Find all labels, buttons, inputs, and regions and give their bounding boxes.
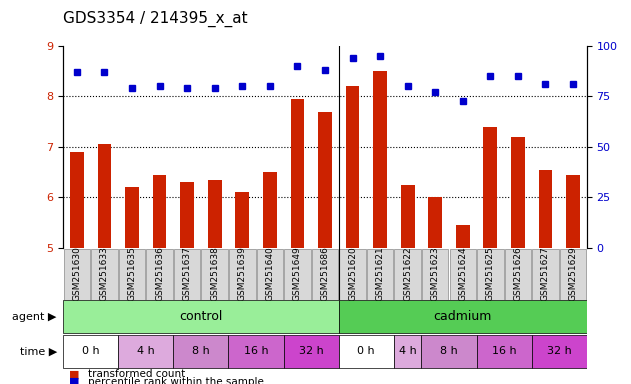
FancyBboxPatch shape (284, 249, 310, 300)
Text: 4 h: 4 h (137, 346, 155, 356)
FancyBboxPatch shape (505, 249, 531, 300)
Bar (539, 170, 552, 248)
Text: GSM251625: GSM251625 (486, 246, 495, 301)
Text: control: control (179, 310, 223, 323)
Text: GSM251626: GSM251626 (514, 246, 522, 301)
FancyBboxPatch shape (63, 335, 118, 368)
Text: GSM251623: GSM251623 (431, 246, 440, 301)
Text: 32 h: 32 h (547, 346, 572, 356)
FancyBboxPatch shape (119, 249, 145, 300)
Text: GSM251621: GSM251621 (375, 246, 384, 301)
Text: GSM251640: GSM251640 (266, 246, 274, 301)
FancyBboxPatch shape (174, 249, 201, 300)
FancyBboxPatch shape (477, 249, 504, 300)
Bar (290, 99, 304, 248)
Bar (373, 71, 387, 248)
Text: 4 h: 4 h (399, 346, 416, 356)
FancyBboxPatch shape (532, 335, 587, 368)
Bar (70, 152, 84, 248)
FancyBboxPatch shape (422, 249, 449, 300)
Text: 0 h: 0 h (358, 346, 375, 356)
FancyBboxPatch shape (229, 249, 256, 300)
Bar (98, 144, 111, 248)
FancyBboxPatch shape (283, 335, 339, 368)
Bar (208, 180, 221, 248)
Text: GSM251636: GSM251636 (155, 246, 164, 301)
Bar (153, 175, 167, 248)
FancyBboxPatch shape (118, 335, 174, 368)
FancyBboxPatch shape (228, 335, 283, 368)
Text: GSM251620: GSM251620 (348, 246, 357, 301)
Text: GSM251637: GSM251637 (182, 246, 192, 301)
FancyBboxPatch shape (63, 300, 339, 333)
Text: GSM251686: GSM251686 (321, 246, 329, 301)
Text: 16 h: 16 h (492, 346, 516, 356)
FancyBboxPatch shape (533, 249, 558, 300)
Text: GSM251639: GSM251639 (238, 246, 247, 301)
FancyBboxPatch shape (339, 300, 587, 333)
Bar (125, 187, 139, 248)
FancyBboxPatch shape (64, 249, 90, 300)
FancyBboxPatch shape (449, 249, 476, 300)
Text: GSM251635: GSM251635 (127, 246, 136, 301)
Text: GSM251630: GSM251630 (73, 246, 81, 301)
Text: GSM251624: GSM251624 (458, 246, 468, 301)
Text: GSM251633: GSM251633 (100, 246, 109, 301)
Text: GSM251629: GSM251629 (569, 246, 577, 301)
FancyBboxPatch shape (312, 249, 338, 300)
Text: GSM251649: GSM251649 (293, 246, 302, 301)
Text: GDS3354 / 214395_x_at: GDS3354 / 214395_x_at (63, 11, 248, 27)
Text: GSM251622: GSM251622 (403, 246, 412, 301)
FancyBboxPatch shape (339, 335, 394, 368)
Text: percentile rank within the sample: percentile rank within the sample (88, 377, 264, 384)
FancyBboxPatch shape (560, 249, 586, 300)
Bar (401, 185, 415, 248)
Text: agent ▶: agent ▶ (13, 312, 57, 322)
Text: transformed count: transformed count (88, 369, 186, 379)
Text: cadmium: cadmium (433, 310, 492, 323)
Text: ■: ■ (69, 377, 80, 384)
FancyBboxPatch shape (257, 249, 283, 300)
FancyBboxPatch shape (146, 249, 173, 300)
FancyBboxPatch shape (394, 335, 422, 368)
FancyBboxPatch shape (174, 335, 228, 368)
Bar (180, 182, 194, 248)
FancyBboxPatch shape (339, 249, 366, 300)
Text: 32 h: 32 h (299, 346, 324, 356)
FancyBboxPatch shape (422, 335, 476, 368)
Text: 0 h: 0 h (82, 346, 100, 356)
FancyBboxPatch shape (476, 335, 532, 368)
Bar (346, 86, 360, 248)
Bar (235, 192, 249, 248)
Text: GSM251627: GSM251627 (541, 246, 550, 301)
FancyBboxPatch shape (394, 249, 421, 300)
Bar (566, 175, 580, 248)
Bar (428, 197, 442, 248)
Bar (511, 137, 525, 248)
Text: time ▶: time ▶ (20, 346, 57, 356)
FancyBboxPatch shape (201, 249, 228, 300)
Bar (483, 127, 497, 248)
Bar (263, 172, 277, 248)
Text: ■: ■ (69, 369, 80, 379)
Bar (456, 225, 469, 248)
Text: 16 h: 16 h (244, 346, 268, 356)
Bar (318, 112, 332, 248)
FancyBboxPatch shape (367, 249, 393, 300)
Text: 8 h: 8 h (192, 346, 209, 356)
Text: GSM251638: GSM251638 (210, 246, 219, 301)
Text: 8 h: 8 h (440, 346, 458, 356)
FancyBboxPatch shape (91, 249, 117, 300)
